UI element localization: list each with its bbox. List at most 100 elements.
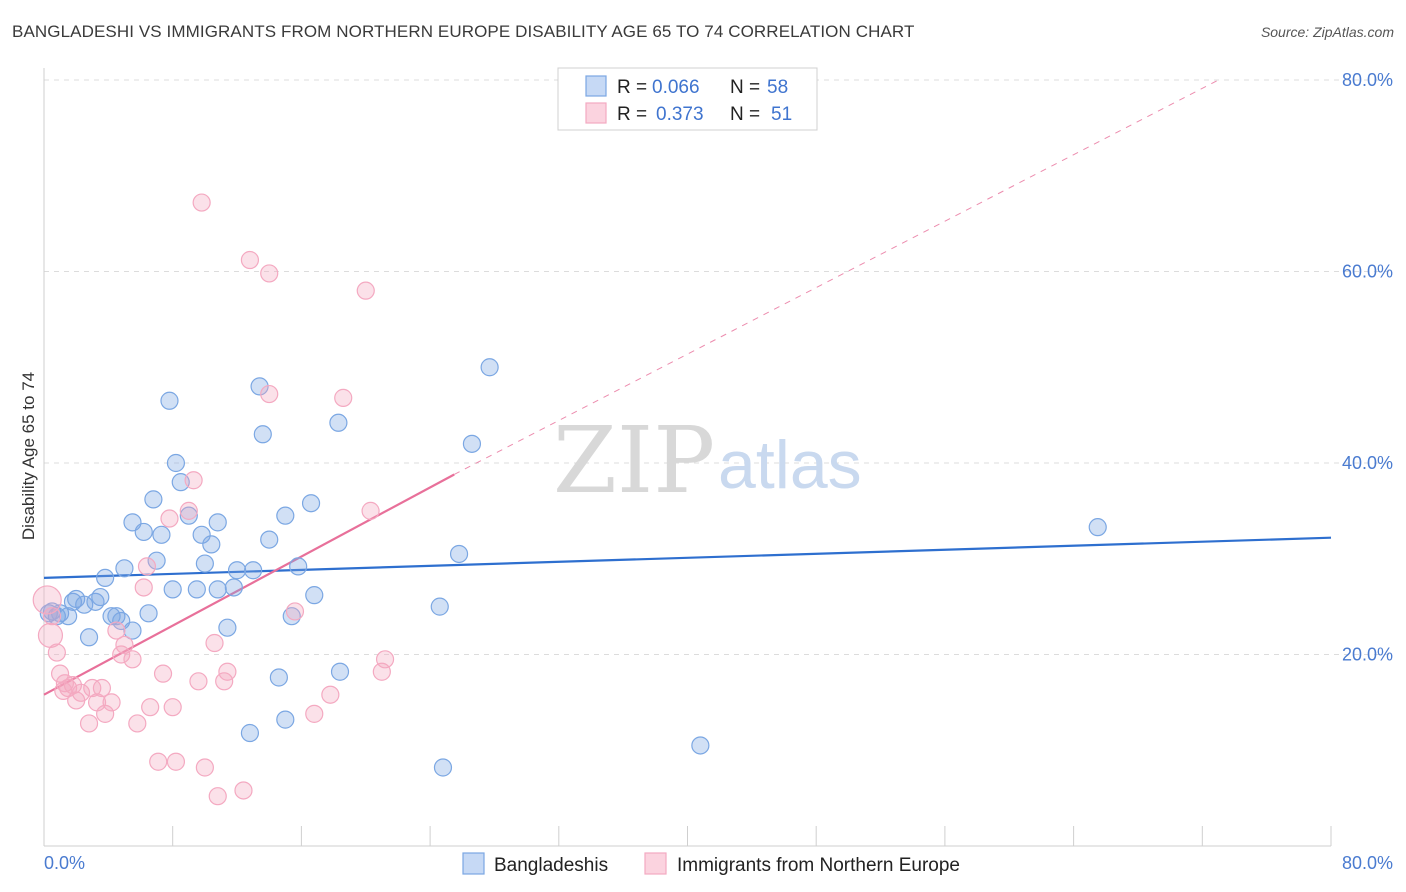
bottom-legend-swatch-bangladeshis bbox=[462, 852, 485, 875]
watermark-zip: ZIP bbox=[553, 407, 715, 514]
legend-n-value-2: 51 bbox=[771, 104, 792, 125]
point-immigrants-28 bbox=[179, 501, 198, 520]
y-axis-label: Disability Age 65 to 74 bbox=[19, 372, 38, 540]
point-bangladeshis-43 bbox=[276, 710, 295, 729]
point-immigrants-3 bbox=[50, 664, 70, 683]
point-bangladeshis-5 bbox=[63, 592, 83, 611]
point-bangladeshis-33 bbox=[208, 580, 227, 599]
point-bangladeshis-11 bbox=[96, 568, 115, 588]
point-bangladeshis-30 bbox=[195, 554, 214, 573]
point-immigrants-12 bbox=[92, 678, 112, 698]
point-immigrants-31 bbox=[192, 193, 211, 212]
point-bangladeshis-35 bbox=[224, 578, 243, 597]
point-immigrants-26 bbox=[163, 698, 182, 717]
point-bangladeshis-29 bbox=[192, 525, 211, 544]
point-immigrants-20 bbox=[134, 578, 153, 597]
point-immigrants-27 bbox=[166, 752, 186, 771]
trend-lines bbox=[43, 79, 1332, 696]
point-bangladeshis-27 bbox=[179, 506, 198, 525]
point-immigrants-40 bbox=[260, 264, 279, 283]
point-bangladeshis-42 bbox=[269, 668, 288, 687]
point-immigrants-44 bbox=[334, 388, 353, 407]
point-immigrants-14 bbox=[102, 693, 121, 712]
point-immigrants-21 bbox=[137, 557, 157, 576]
point-bangladeshis-15 bbox=[115, 559, 134, 578]
bottom-legend-label-immigrants: Immigrants from Northern Europe bbox=[677, 855, 960, 876]
point-bangladeshis-22 bbox=[152, 525, 171, 544]
point-bangladeshis-49 bbox=[329, 413, 348, 432]
stats-legend: R = 0.066 N = 58 R = 0.373 N = 51 bbox=[557, 67, 818, 131]
bottom-legend-label-bangladeshis: Bangladeshis bbox=[494, 855, 608, 876]
point-bangladeshis-20 bbox=[144, 490, 163, 509]
point-immigrants-32 bbox=[195, 758, 214, 777]
point-bangladeshis-50 bbox=[330, 662, 350, 681]
point-bangladeshis-44 bbox=[276, 506, 295, 525]
y-tick-label-1: 40.0% bbox=[1342, 453, 1393, 473]
point-bangladeshis-31 bbox=[202, 535, 221, 554]
point-immigrants-37 bbox=[234, 781, 253, 800]
point-bangladeshis-52 bbox=[433, 758, 453, 777]
point-bangladeshis-18 bbox=[134, 522, 153, 542]
point-bangladeshis-39 bbox=[253, 425, 272, 444]
grid bbox=[44, 79, 1392, 655]
point-bangladeshis-47 bbox=[301, 494, 321, 513]
point-bangladeshis-10 bbox=[91, 587, 110, 607]
point-bangladeshis-56 bbox=[691, 736, 710, 755]
point-bangladeshis-40 bbox=[260, 530, 279, 549]
point-immigrants-2 bbox=[47, 643, 66, 662]
point-bangladeshis-55 bbox=[480, 358, 499, 377]
point-immigrants-16 bbox=[112, 645, 131, 664]
point-bangladeshis-36 bbox=[227, 561, 247, 580]
y-tick-label-2: 60.0% bbox=[1342, 262, 1393, 282]
point-bangladeshis-51 bbox=[430, 597, 449, 616]
legend-n-label-1: N = bbox=[730, 77, 760, 98]
legend-n-label-2: N = bbox=[730, 104, 760, 125]
chart-title: BANGLADESHI VS IMMIGRANTS FROM NORTHERN … bbox=[12, 22, 915, 41]
point-immigrants-34 bbox=[208, 787, 227, 806]
point-immigrants-43 bbox=[321, 685, 340, 704]
point-bangladeshis-8 bbox=[79, 628, 99, 647]
legend-r-label-1: R = bbox=[617, 77, 647, 98]
legend-r-label-2: R = bbox=[617, 104, 647, 125]
point-bangladeshis-34 bbox=[218, 618, 237, 637]
point-immigrants-48 bbox=[375, 650, 395, 669]
legend-swatch-immigrants bbox=[585, 102, 607, 124]
legend-swatch-bangladeshis bbox=[585, 75, 607, 97]
point-bangladeshis-23 bbox=[160, 391, 179, 410]
point-bangladeshis-53 bbox=[449, 544, 469, 564]
point-immigrants-33 bbox=[205, 633, 224, 653]
point-bangladeshis-4 bbox=[59, 607, 78, 626]
point-immigrants-19 bbox=[128, 714, 147, 733]
point-immigrants-46 bbox=[361, 501, 380, 520]
point-bangladeshis-16 bbox=[123, 621, 142, 640]
legend-r-value-1: 0.066 bbox=[652, 77, 700, 98]
legend-r-value-2: 0.373 bbox=[656, 104, 704, 125]
point-bangladeshis-41 bbox=[240, 723, 260, 743]
point-immigrants-36 bbox=[218, 662, 237, 681]
y-tick-label-3: 80.0% bbox=[1342, 70, 1393, 90]
point-immigrants-29 bbox=[184, 471, 203, 490]
point-immigrants-24 bbox=[153, 664, 173, 683]
point-bangladeshis-48 bbox=[305, 586, 324, 605]
y-tick-label-0: 20.0% bbox=[1342, 645, 1393, 665]
point-immigrants-18 bbox=[123, 650, 142, 669]
point-bangladeshis-54 bbox=[462, 434, 482, 453]
trend-line-bangladeshis bbox=[43, 536, 1332, 579]
point-immigrants-39 bbox=[260, 384, 279, 404]
point-bangladeshis-37 bbox=[244, 561, 263, 580]
point-immigrants-9 bbox=[79, 714, 99, 733]
series-legend: Bangladeshis Immigrants from Northern Eu… bbox=[462, 852, 960, 876]
point-immigrants-13 bbox=[96, 704, 115, 723]
source-credit: Source: ZipAtlas.com bbox=[1260, 24, 1394, 40]
legend-n-value-1: 58 bbox=[767, 77, 788, 98]
point-bangladeshis-12 bbox=[102, 607, 121, 626]
point-immigrants-8 bbox=[71, 683, 91, 702]
point-bangladeshis-57 bbox=[1088, 518, 1107, 537]
point-immigrants-25 bbox=[160, 509, 179, 528]
point-bangladeshis-24 bbox=[163, 580, 182, 599]
point-immigrants-30 bbox=[189, 672, 208, 691]
point-immigrants-22 bbox=[141, 698, 160, 717]
y-tick-labels: 20.0% 40.0% 60.0% 80.0% bbox=[1342, 70, 1393, 665]
axes bbox=[43, 68, 1332, 847]
